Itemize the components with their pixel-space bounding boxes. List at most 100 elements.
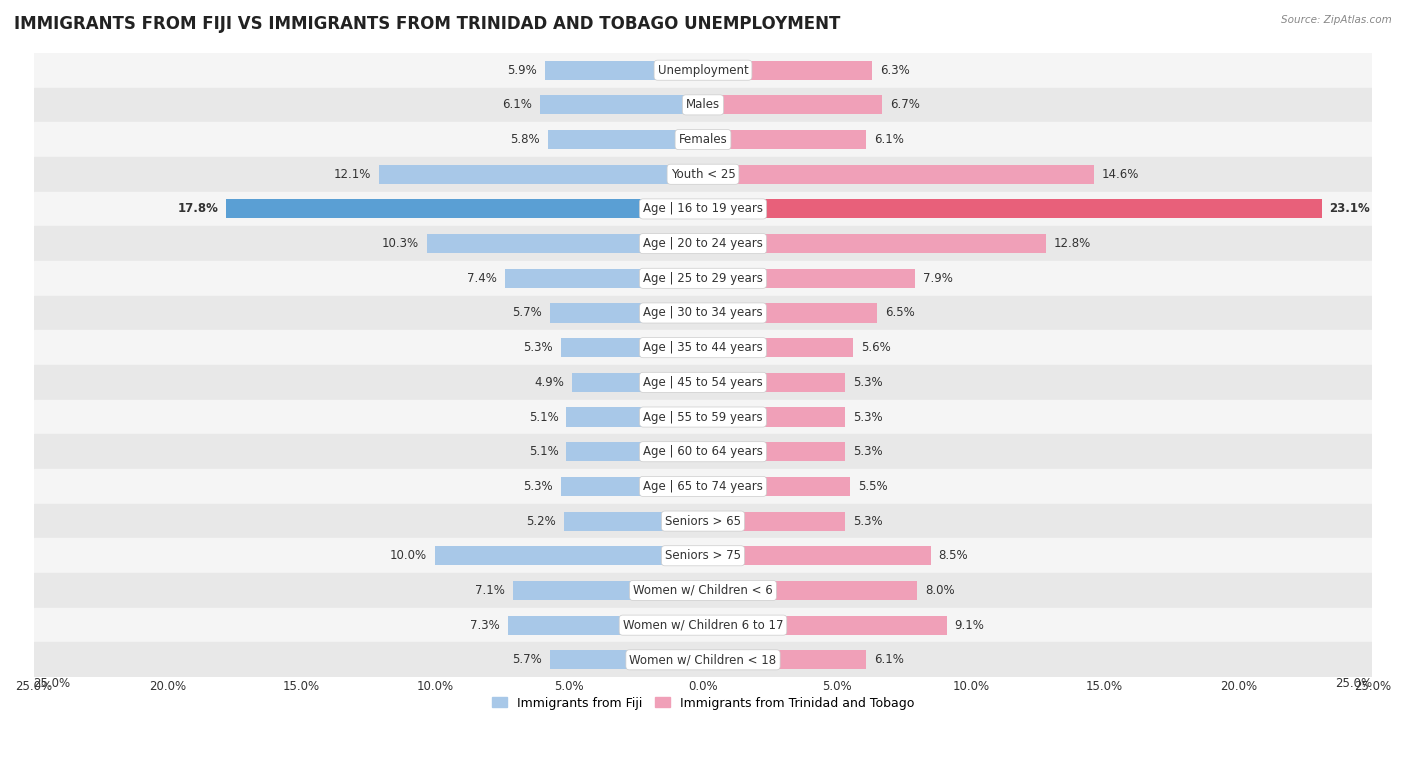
Text: 5.3%: 5.3% [853,410,883,423]
Text: 5.6%: 5.6% [860,341,891,354]
Bar [550,304,703,322]
Text: 17.8%: 17.8% [177,202,218,216]
Text: 6.1%: 6.1% [875,133,904,146]
Text: Women w/ Children < 6: Women w/ Children < 6 [633,584,773,597]
Text: 25.0%: 25.0% [34,678,70,690]
Bar [34,643,1372,678]
Bar [34,261,1372,296]
Bar [34,503,1372,538]
Text: IMMIGRANTS FROM FIJI VS IMMIGRANTS FROM TRINIDAD AND TOBAGO UNEMPLOYMENT: IMMIGRANTS FROM FIJI VS IMMIGRANTS FROM … [14,15,841,33]
Bar [703,95,883,114]
Bar [564,512,703,531]
Text: 23.1%: 23.1% [1330,202,1371,216]
Bar [572,372,703,392]
Text: 7.1%: 7.1% [475,584,505,597]
Text: Age | 65 to 74 years: Age | 65 to 74 years [643,480,763,493]
Bar [505,269,703,288]
Text: Seniors > 75: Seniors > 75 [665,550,741,562]
Bar [380,165,703,184]
Bar [561,477,703,496]
Bar [703,372,845,392]
Bar [34,330,1372,365]
Text: Unemployment: Unemployment [658,64,748,76]
Bar [540,95,703,114]
Legend: Immigrants from Fiji, Immigrants from Trinidad and Tobago: Immigrants from Fiji, Immigrants from Tr… [486,692,920,715]
Bar [34,122,1372,157]
Bar [703,442,845,461]
Text: Women w/ Children < 18: Women w/ Children < 18 [630,653,776,666]
Text: 5.3%: 5.3% [523,341,553,354]
Text: 7.4%: 7.4% [467,272,496,285]
Text: 14.6%: 14.6% [1102,168,1139,181]
Bar [34,435,1372,469]
Text: 5.2%: 5.2% [526,515,555,528]
Text: 5.3%: 5.3% [853,445,883,458]
Text: 5.5%: 5.5% [858,480,889,493]
Bar [703,199,1322,219]
Text: Age | 30 to 34 years: Age | 30 to 34 years [643,307,763,319]
Text: 5.7%: 5.7% [513,653,543,666]
Text: 25.0%: 25.0% [1336,678,1372,690]
Text: 4.9%: 4.9% [534,376,564,389]
Text: Age | 20 to 24 years: Age | 20 to 24 years [643,237,763,250]
Bar [703,477,851,496]
Bar [548,130,703,149]
Text: 5.9%: 5.9% [508,64,537,76]
Bar [703,581,917,600]
Bar [567,407,703,427]
Text: 6.7%: 6.7% [890,98,921,111]
Bar [703,61,872,79]
Bar [508,615,703,634]
Bar [34,157,1372,192]
Text: 5.3%: 5.3% [853,515,883,528]
Bar [34,538,1372,573]
Bar [703,512,845,531]
Bar [34,400,1372,435]
Text: 5.8%: 5.8% [510,133,540,146]
Bar [550,650,703,669]
Text: Females: Females [679,133,727,146]
Text: Age | 55 to 59 years: Age | 55 to 59 years [643,410,763,423]
Text: Age | 16 to 19 years: Age | 16 to 19 years [643,202,763,216]
Bar [427,234,703,253]
Text: 10.3%: 10.3% [382,237,419,250]
Text: Source: ZipAtlas.com: Source: ZipAtlas.com [1281,15,1392,25]
Bar [34,192,1372,226]
Text: 5.3%: 5.3% [523,480,553,493]
Bar [34,296,1372,330]
Bar [567,442,703,461]
Bar [34,226,1372,261]
Text: Age | 45 to 54 years: Age | 45 to 54 years [643,376,763,389]
Bar [34,365,1372,400]
Text: Males: Males [686,98,720,111]
Text: 10.0%: 10.0% [389,550,427,562]
Bar [34,88,1372,122]
Text: 5.3%: 5.3% [853,376,883,389]
Text: Age | 25 to 29 years: Age | 25 to 29 years [643,272,763,285]
Text: 6.1%: 6.1% [502,98,531,111]
Bar [703,615,946,634]
Bar [34,608,1372,643]
Bar [561,338,703,357]
Text: 8.5%: 8.5% [939,550,969,562]
Text: Age | 35 to 44 years: Age | 35 to 44 years [643,341,763,354]
Bar [34,53,1372,88]
Bar [703,269,914,288]
Bar [34,469,1372,503]
Bar [546,61,703,79]
Text: Age | 60 to 64 years: Age | 60 to 64 years [643,445,763,458]
Bar [513,581,703,600]
Bar [703,130,866,149]
Text: 9.1%: 9.1% [955,618,984,631]
Bar [703,650,866,669]
Text: 6.5%: 6.5% [886,307,915,319]
Text: Seniors > 65: Seniors > 65 [665,515,741,528]
Bar [703,338,853,357]
Text: 8.0%: 8.0% [925,584,955,597]
Text: 12.1%: 12.1% [333,168,371,181]
Text: 6.3%: 6.3% [880,64,910,76]
Text: 5.7%: 5.7% [513,307,543,319]
Text: 5.1%: 5.1% [529,445,558,458]
Text: 12.8%: 12.8% [1053,237,1091,250]
Text: 7.9%: 7.9% [922,272,952,285]
